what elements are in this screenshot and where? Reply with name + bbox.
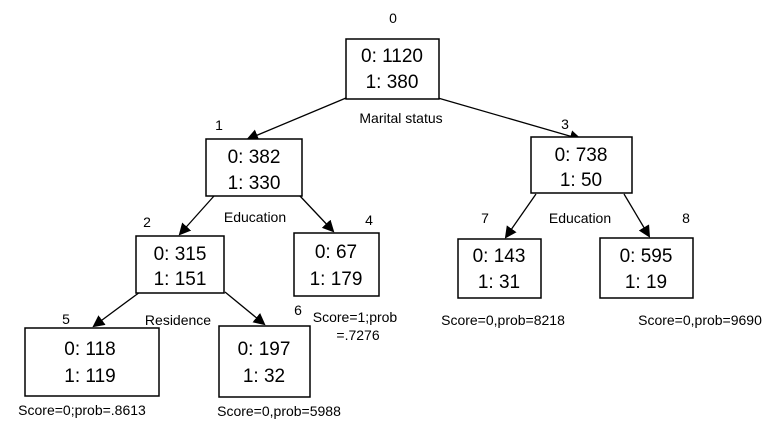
node-id-label: 7 — [481, 210, 489, 226]
tree-node-1: 1 0: 382 1: 330 Education — [206, 117, 302, 225]
node-id-label: 1 — [215, 117, 223, 133]
class-0-count: 0: 197 — [238, 339, 291, 360]
class-1-count: 1: 179 — [310, 269, 363, 290]
class-0-count: 0: 67 — [315, 242, 357, 263]
edge-3-7 — [506, 194, 536, 237]
class-1-count: 1: 32 — [243, 366, 285, 387]
leaf-score-label: Score=0,prob=9690 — [638, 312, 762, 328]
node-id-label: 6 — [294, 302, 302, 318]
class-0-count: 0: 118 — [64, 339, 115, 360]
leaf-score-label: Score=1;prob — [313, 309, 398, 325]
edge-1-4 — [300, 196, 333, 231]
class-0-count: 0: 738 — [555, 145, 608, 166]
edge-2-5 — [94, 292, 140, 326]
leaf-score-label: Score=0;prob=.8613 — [18, 402, 146, 418]
edge-0-3 — [438, 98, 580, 139]
node-id-label: 4 — [365, 212, 373, 228]
leaf-score-label: Score=0,prob=5988 — [217, 403, 341, 419]
tree-node-5: 5 0: 118 1: 119 Score=0;prob=.8613 — [18, 311, 159, 418]
tree-node-7: 7 0: 143 1: 31 Score=0,prob=8218 — [441, 210, 565, 328]
split-variable-label: Marital status — [359, 110, 442, 126]
class-1-count: 1: 151 — [154, 269, 207, 290]
class-0-count: 0: 315 — [154, 244, 207, 265]
class-0-count: 0: 143 — [473, 246, 526, 267]
node-id-label: 3 — [561, 116, 569, 132]
tree-node-2: 2 0: 315 1: 151 Residence — [136, 214, 224, 328]
leaf-score-label: =.7276 — [336, 327, 379, 343]
edge-2-6 — [225, 292, 264, 324]
class-1-count: 1: 119 — [64, 366, 115, 387]
class-0-count: 0: 382 — [228, 147, 281, 168]
split-variable-label: Education — [549, 210, 611, 226]
split-variable-label: Education — [224, 209, 286, 225]
class-0-count: 0: 1120 — [361, 46, 423, 67]
class-1-count: 1: 380 — [366, 72, 419, 93]
class-1-count: 1: 19 — [625, 272, 667, 293]
tree-node-3: 3 0: 738 1: 50 Education — [531, 116, 632, 226]
node-id-label: 5 — [62, 311, 70, 327]
class-1-count: 1: 31 — [478, 272, 520, 293]
edge-3-8 — [624, 194, 649, 236]
tree-node-0: 0 0: 1120 1: 380 Marital status — [346, 10, 443, 126]
node-id-label: 0 — [389, 10, 397, 26]
edge-0-1 — [248, 98, 346, 139]
class-0-count: 0: 595 — [620, 246, 673, 267]
class-1-count: 1: 50 — [560, 170, 602, 191]
split-variable-label: Residence — [145, 312, 211, 328]
edge-1-2 — [180, 196, 214, 234]
class-1-count: 1: 330 — [228, 173, 281, 194]
node-id-label: 8 — [682, 210, 690, 226]
tree-node-4: 4 0: 67 1: 179 Score=1;prob =.7276 — [294, 212, 397, 343]
tree-node-8: 8 0: 595 1: 19 Score=0,prob=9690 — [600, 210, 762, 328]
node-id-label: 2 — [143, 214, 151, 230]
leaf-score-label: Score=0,prob=8218 — [441, 312, 565, 328]
